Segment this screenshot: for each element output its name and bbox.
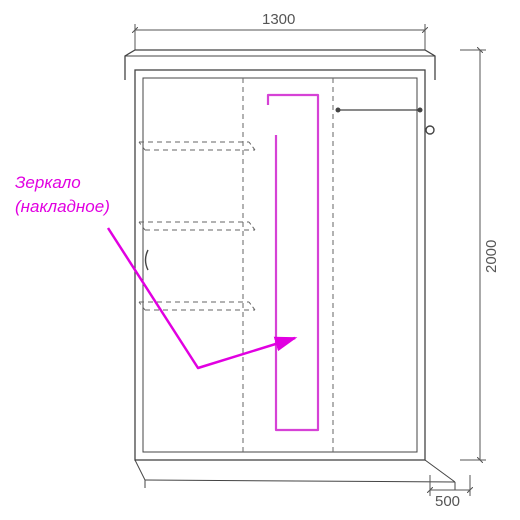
shelf-0-side [139,142,145,150]
height-dim-label: 2000 [483,240,500,273]
persp-front [145,480,455,482]
rail-end [336,108,341,113]
persp [135,460,145,480]
cabinet-top [125,50,435,80]
cabinet-body [135,70,425,460]
mirror-outline [268,95,318,430]
callout-line2: (накладное) [15,197,110,216]
width-dim-label: 1300 [262,11,295,28]
cabinet-inner [143,78,417,452]
depth-dim-label: 500 [435,493,460,510]
callout-arrow [108,228,295,368]
callout-line1: Зеркало [15,173,81,192]
lock-right [426,126,434,134]
shelf-2-side [139,302,145,310]
shelf-1-side2 [249,222,255,230]
shelf-2-side2 [249,302,255,310]
rail-end [418,108,423,113]
handle-left [146,250,149,270]
shelf-1-side [139,222,145,230]
shelf-0-side2 [249,142,255,150]
